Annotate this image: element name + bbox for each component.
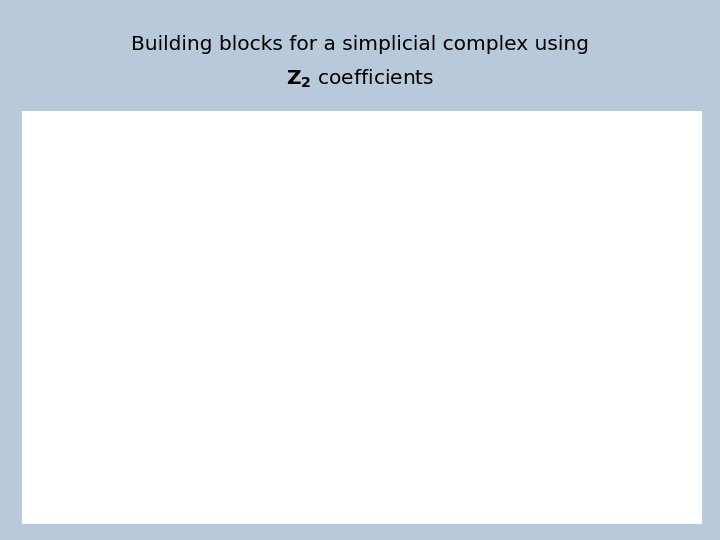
Text: Building blocks for a simplicial complex using: Building blocks for a simplicial complex… [131, 35, 589, 54]
Text: 3-simplex = {v$_1$, v$_2$, v$_3$, v$_4$} = tetrahedron: 3-simplex = {v$_1$, v$_2$, v$_3$, v$_4$}… [49, 121, 464, 144]
Polygon shape [209, 276, 369, 377]
Text: $\mathbf{Z_2}$ coefficients: $\mathbf{Z_2}$ coefficients [286, 68, 434, 90]
Text: v$_3$: v$_3$ [362, 400, 382, 418]
Polygon shape [311, 276, 410, 377]
Text: {v$_1$, v$_2$, v$_3$} + {v$_1$, v$_2$, v$_4$} + {v$_1$, v$_3$, v$_4$} + {v$_2$, : {v$_1$, v$_2$, v$_3$} + {v$_1$, v$_2$, v… [49, 398, 564, 420]
Text: n-simplex = {v$_1$, v$_2$, ..., v$_{n+1}$}: n-simplex = {v$_1$, v$_2$, ..., v$_{n+1}… [49, 460, 330, 483]
Text: v$_4$: v$_4$ [447, 327, 467, 345]
Text: v$_2$: v$_2$ [305, 244, 324, 261]
Text: v$_1$: v$_1$ [179, 400, 198, 418]
Text: boundary of {v$_1$, v$_2$, v$_3$, v$_4$} =: boundary of {v$_1$, v$_2$, v$_3$, v$_4$}… [49, 350, 330, 373]
